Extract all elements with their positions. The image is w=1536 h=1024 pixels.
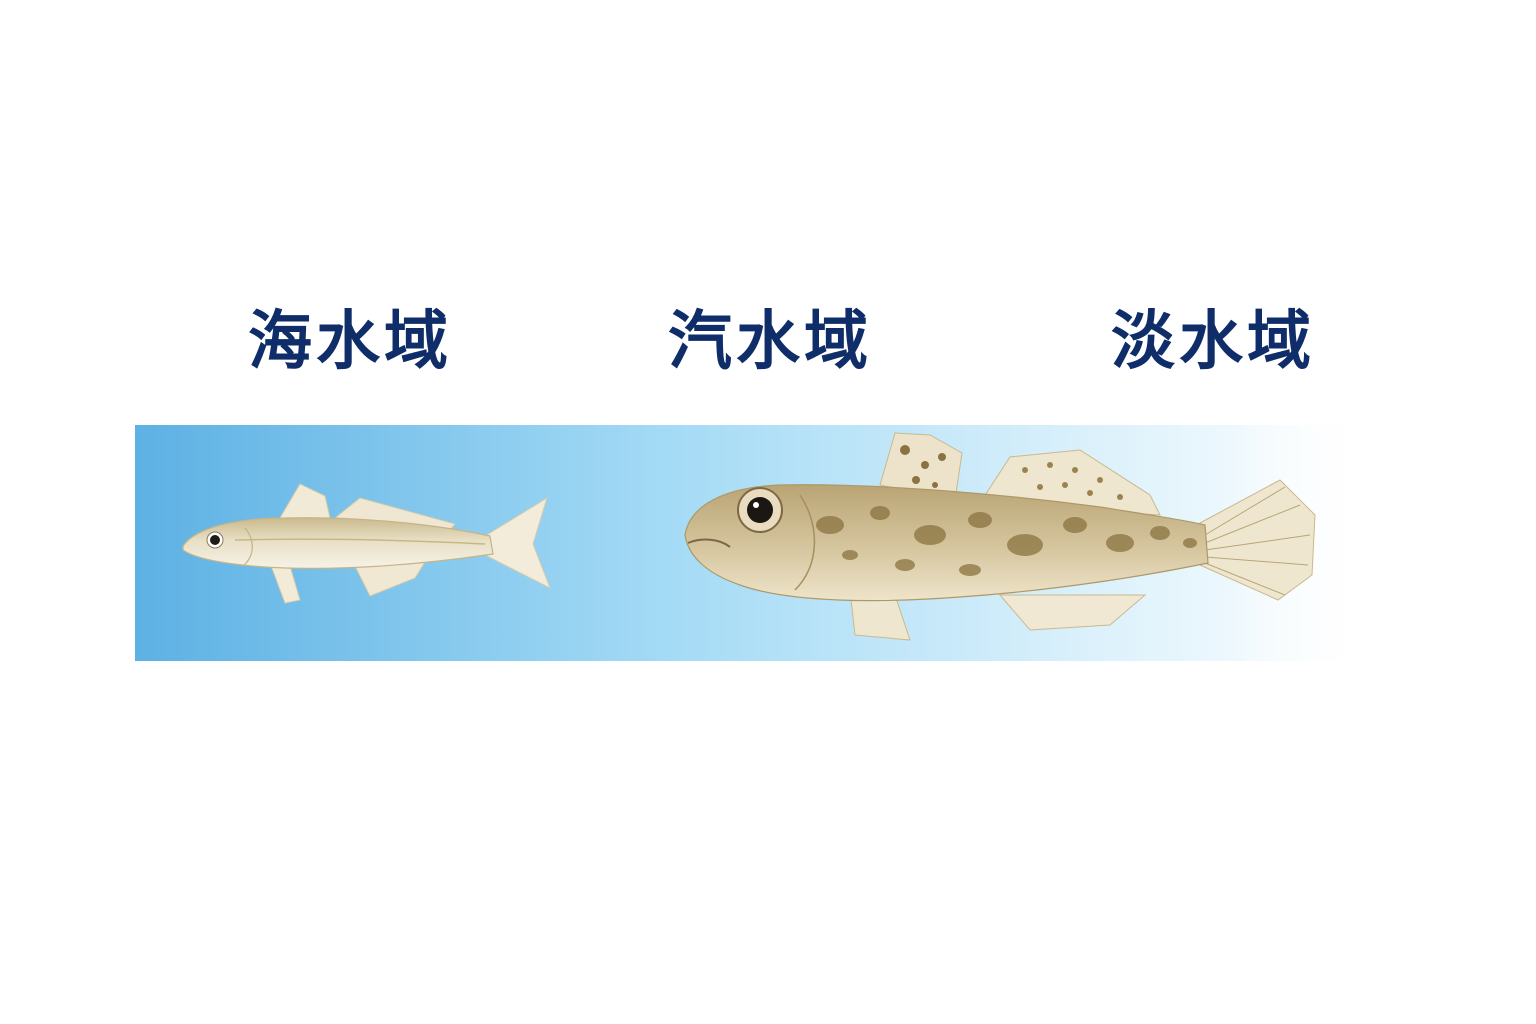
label-freshwater-zone: 淡水域 xyxy=(1111,305,1315,379)
label-brackish-zone: 汽水域 xyxy=(668,305,872,379)
marine-fish-illustration xyxy=(182,483,551,604)
label-sea-zone: 海水域 xyxy=(248,305,452,379)
goby-fish-illustration xyxy=(684,432,1316,641)
